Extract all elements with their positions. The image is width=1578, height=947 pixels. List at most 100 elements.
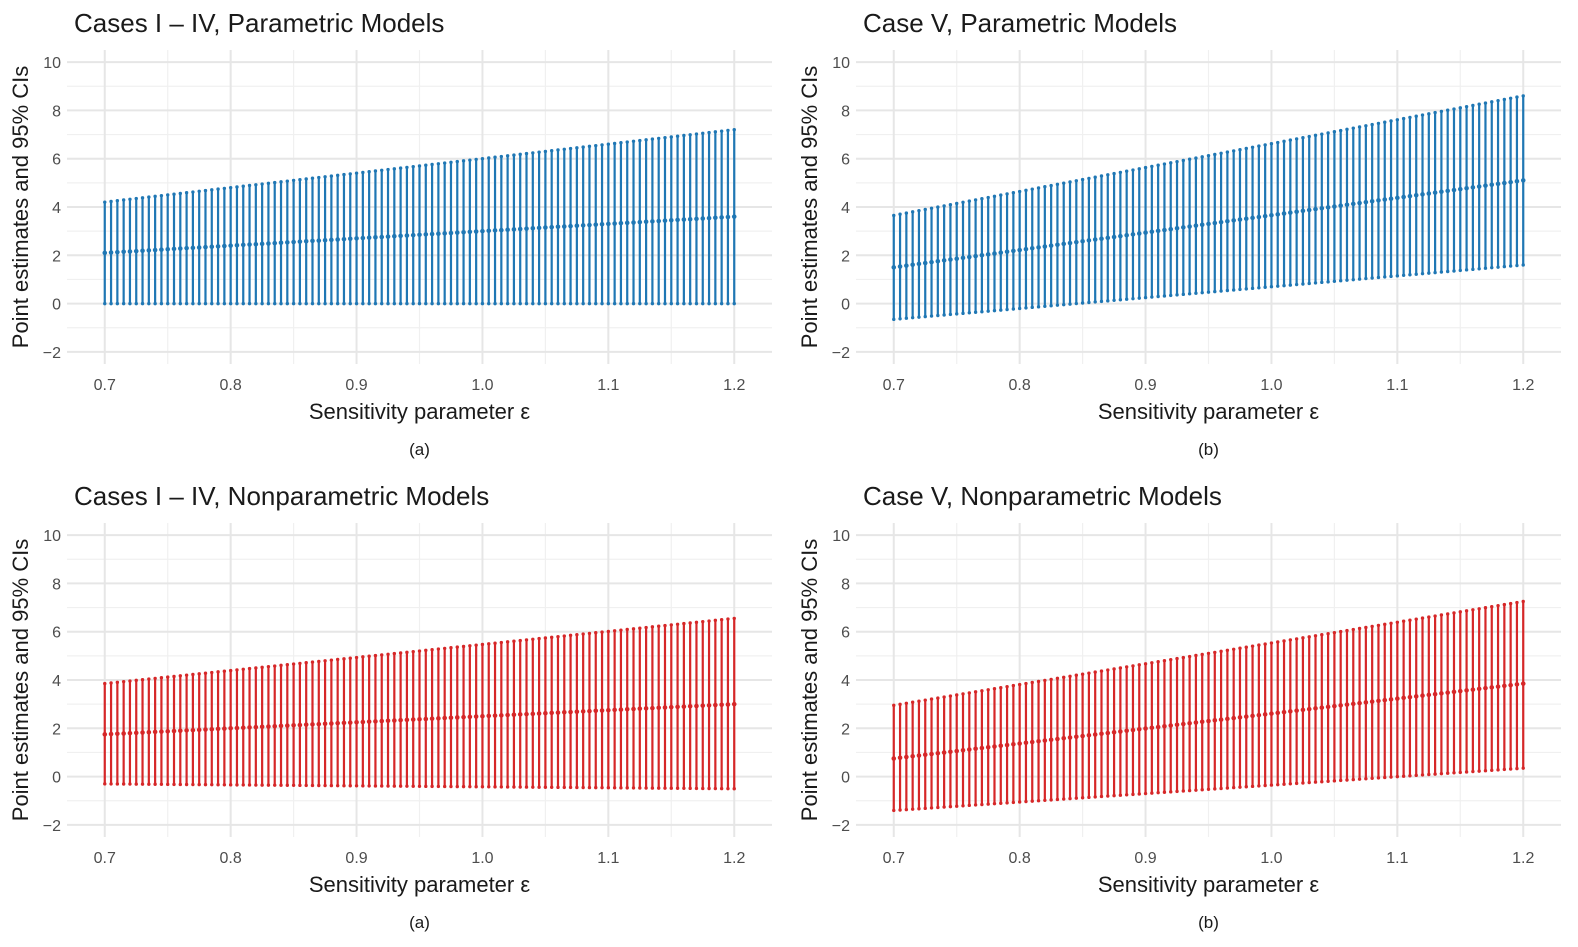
ci-upper-point — [487, 156, 491, 160]
ci-upper-point — [898, 212, 902, 216]
point-estimate — [731, 701, 737, 707]
ci-upper-point — [719, 618, 724, 622]
ci-upper-point — [1269, 142, 1274, 146]
ci-lower-point — [980, 802, 984, 807]
ci-lower-point — [210, 782, 214, 787]
ci-upper-point — [531, 637, 535, 641]
point-estimate — [979, 252, 985, 258]
ci-lower-point — [216, 301, 220, 306]
ci-upper-point — [1276, 640, 1280, 644]
point-estimate — [1294, 708, 1299, 713]
point-estimate — [347, 720, 353, 725]
ci-lower-point — [1502, 264, 1507, 269]
point-estimate — [1155, 228, 1161, 234]
point-estimate — [606, 221, 611, 227]
point-estimate — [373, 719, 378, 724]
point-estimate — [303, 238, 309, 244]
ci-lower-point — [556, 301, 560, 306]
ci-lower-point — [701, 786, 705, 791]
ci-lower-point — [474, 785, 478, 789]
y-tick-label: 2 — [52, 248, 61, 265]
ci-upper-point — [1055, 676, 1060, 681]
ci-upper-point — [1257, 144, 1261, 148]
ci-upper-point — [1389, 621, 1393, 626]
ci-upper-point — [1383, 120, 1387, 124]
ci-lower-point — [1294, 781, 1299, 786]
ci-lower-point — [140, 782, 145, 786]
x-tick-label: 0.9 — [1134, 850, 1156, 867]
ci-upper-point — [254, 666, 258, 670]
point-estimate — [184, 245, 189, 251]
y-tick-label: 6 — [841, 625, 850, 642]
point-estimate — [1048, 737, 1054, 743]
point-estimate — [624, 220, 630, 226]
ci-upper-point — [1401, 619, 1406, 623]
ci-lower-point — [1257, 784, 1261, 788]
ci-upper-point — [1005, 192, 1009, 196]
ci-upper-point — [1024, 188, 1028, 193]
ci-lower-point — [430, 784, 434, 789]
ci-upper-point — [1036, 186, 1041, 190]
ci-upper-point — [556, 148, 560, 152]
point-estimate — [178, 246, 183, 251]
point-estimate — [1369, 699, 1375, 704]
ci-lower-point — [638, 786, 642, 790]
ci-upper-point — [581, 632, 585, 636]
point-estimate — [1451, 187, 1457, 193]
ci-upper-point — [354, 655, 359, 660]
ci-lower-point — [361, 301, 365, 306]
ci-lower-point — [656, 786, 661, 790]
ci-upper-point — [178, 191, 183, 196]
ci-upper-point — [1131, 168, 1135, 172]
ci-upper-point — [1062, 675, 1066, 680]
ci-lower-point — [512, 301, 516, 306]
ci-upper-point — [575, 146, 579, 150]
point-estimate — [511, 227, 517, 232]
ci-lower-point — [235, 301, 239, 306]
point-estimate — [1193, 720, 1199, 725]
point-estimate — [694, 216, 699, 222]
ci-lower-point — [323, 301, 327, 306]
point-estimate — [404, 717, 410, 723]
x-tick-label: 1.2 — [1512, 850, 1534, 867]
point-estimate — [543, 225, 548, 230]
ci-lower-point — [992, 801, 997, 806]
ci-lower-point — [1458, 268, 1462, 273]
ci-upper-point — [417, 164, 422, 168]
ci-lower-point — [140, 301, 145, 306]
ci-lower-point — [669, 301, 673, 306]
ci-upper-point — [967, 691, 972, 695]
ci-lower-point — [1137, 296, 1141, 300]
point-estimate — [278, 723, 284, 729]
point-estimate — [322, 237, 328, 243]
ci-lower-point — [1181, 292, 1186, 297]
ci-upper-point — [1370, 122, 1374, 127]
ci-upper-point — [1496, 603, 1500, 608]
ci-upper-point — [449, 160, 453, 165]
ci-lower-point — [1357, 277, 1362, 281]
ci-upper-point — [1351, 126, 1355, 130]
ci-upper-point — [342, 657, 346, 661]
y-tick-label: 8 — [841, 103, 850, 120]
ci-lower-point — [1370, 276, 1374, 280]
ci-upper-point — [487, 642, 491, 646]
ci-upper-point — [929, 206, 934, 210]
ci-lower-point — [260, 783, 264, 787]
point-estimate — [593, 222, 599, 227]
point-estimate — [1105, 730, 1111, 736]
ci-upper-point — [719, 129, 724, 133]
ci-lower-point — [675, 301, 680, 306]
ci-upper-point — [1181, 158, 1186, 163]
ci-lower-point — [999, 308, 1003, 312]
y-tick-label: 0 — [841, 770, 850, 787]
ci-lower-point — [1062, 302, 1066, 307]
ci-lower-point — [524, 785, 529, 789]
ci-upper-point — [1282, 639, 1286, 643]
ci-lower-point — [973, 310, 978, 314]
point-estimate — [1187, 721, 1192, 726]
ci-upper-point — [1452, 611, 1456, 615]
ci-upper-point — [411, 649, 415, 654]
ci-upper-point — [1508, 96, 1513, 100]
point-estimate — [329, 721, 334, 726]
ci-upper-point — [543, 149, 548, 154]
